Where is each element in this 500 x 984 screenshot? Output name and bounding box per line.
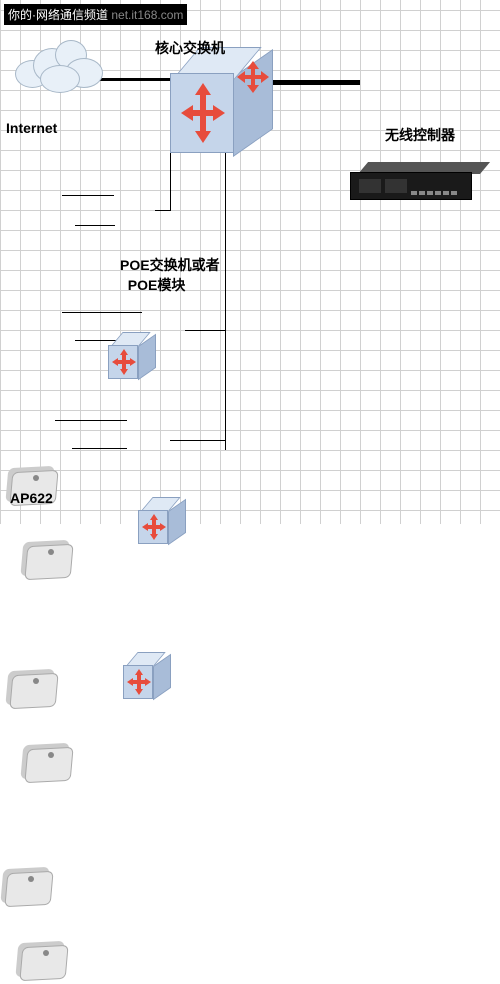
edge-core-poe1-v xyxy=(170,150,171,210)
node-poe-switch-2 xyxy=(140,500,190,550)
edge-trunk-poe2 xyxy=(185,330,225,331)
edge-core-poe1-h xyxy=(155,210,171,211)
node-ap-3a xyxy=(0,866,60,910)
edge-trunk-poe3 xyxy=(170,440,225,441)
edge-core-controller xyxy=(265,80,360,85)
edge-core-trunk xyxy=(225,150,226,450)
node-core-switch xyxy=(175,55,275,155)
node-poe-switch-1 xyxy=(110,335,160,385)
node-cloud xyxy=(15,40,105,95)
watermark-text-b: net.it168.com xyxy=(111,8,183,22)
arrows-icon xyxy=(140,512,168,542)
label-ap622: AP622 xyxy=(10,490,53,506)
arrows-icon xyxy=(173,75,233,151)
label-poe: POE交换机或者 POE模块 xyxy=(120,255,220,295)
edge-poe1-ap1a xyxy=(62,195,114,196)
node-ap-2b xyxy=(20,742,80,786)
edge-poe1-ap1b xyxy=(75,225,115,226)
edge-poe3-ap3b xyxy=(72,448,127,449)
arrows-top-icon xyxy=(235,59,271,95)
node-wireless-controller xyxy=(350,162,480,202)
node-ap-3b xyxy=(15,940,75,984)
edge-poe3-ap3a xyxy=(55,420,127,421)
arrows-icon xyxy=(125,667,153,697)
watermark: 你的·网络通信频道 net.it168.com xyxy=(4,4,187,25)
label-wireless-controller: 无线控制器 xyxy=(385,125,455,145)
node-ap-2a xyxy=(5,668,65,712)
arrows-icon xyxy=(110,347,138,377)
node-ap-1b xyxy=(20,539,80,583)
watermark-text-a: 你的·网络通信频道 xyxy=(8,8,108,22)
node-poe-switch-3 xyxy=(125,655,175,705)
label-core-switch: 核心交换机 xyxy=(155,38,225,58)
edge-poe2-ap2a xyxy=(62,312,142,313)
label-internet: Internet xyxy=(6,120,57,136)
